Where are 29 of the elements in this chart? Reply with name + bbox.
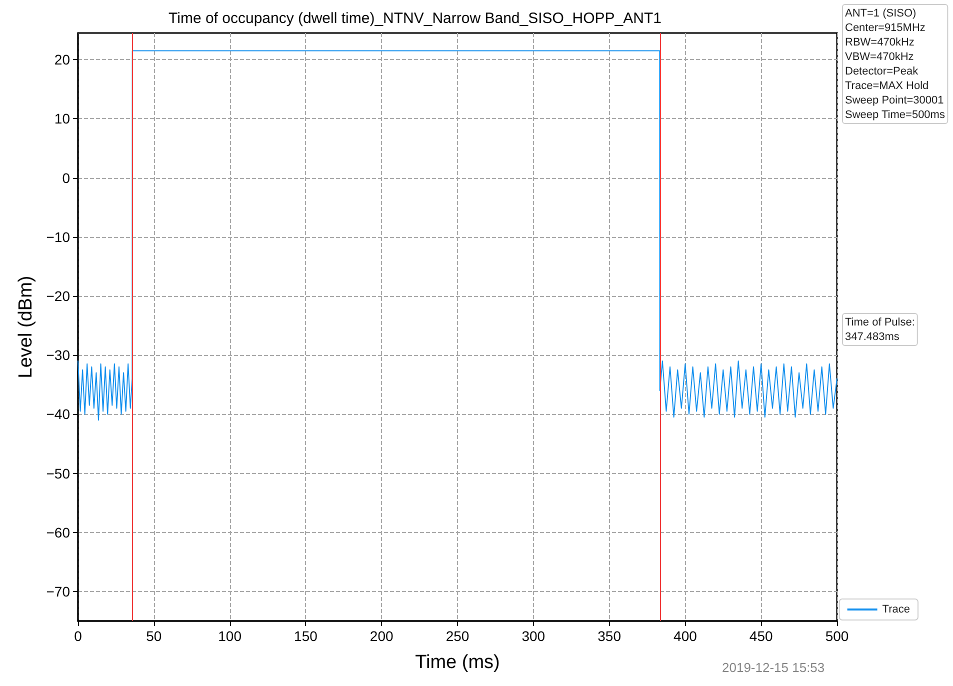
y-tick-label: −70 — [46, 583, 70, 600]
y-tick-label: −10 — [46, 228, 70, 245]
x-tick-label: 350 — [598, 628, 622, 644]
y-axis-title: Level (dBm) — [15, 276, 36, 378]
legend-label: Trace — [882, 604, 910, 616]
x-tick-label: 250 — [446, 628, 470, 644]
chart-title: Time of occupancy (dwell time)_NTNV_Narrow Band_SISO_HOPP_ANT1 — [168, 10, 662, 27]
y-tick-label: 20 — [54, 52, 70, 68]
y-tick-label: 10 — [54, 110, 70, 127]
x-tick-label: 450 — [749, 628, 773, 644]
x-tick-label: 300 — [522, 628, 546, 644]
text: ANT=1 (SISO) Center=915MHz RBW=470kHz VBW=470kHz Detector=Peak Trace=MAX Hold Sweep Point=30001 Sweep Time=500ms — [845, 7, 946, 121]
text: 2019-12-15 15:53 — [722, 660, 825, 675]
x-axis-title: Time (ms) — [415, 652, 500, 673]
y-tick-label: −20 — [46, 288, 70, 304]
x-tick-label: 100 — [218, 628, 242, 644]
x-tick-label: 0 — [74, 628, 82, 644]
x-tick-label: 500 — [825, 628, 849, 644]
y-tick-label: −50 — [46, 465, 70, 482]
line-series — [78, 50, 838, 421]
x-tick-label: 150 — [294, 628, 318, 644]
y-tick-label: −60 — [46, 524, 70, 540]
x-tick-label: 200 — [370, 628, 394, 644]
y-tick-label: −40 — [46, 406, 70, 422]
x-tick-label: 50 — [146, 628, 162, 644]
y-tick-label: 0 — [62, 170, 70, 186]
x-tick-label: 400 — [674, 628, 698, 644]
y-tick-label: −30 — [46, 347, 70, 364]
text: Time of Pulse: 347.483ms — [845, 316, 915, 343]
